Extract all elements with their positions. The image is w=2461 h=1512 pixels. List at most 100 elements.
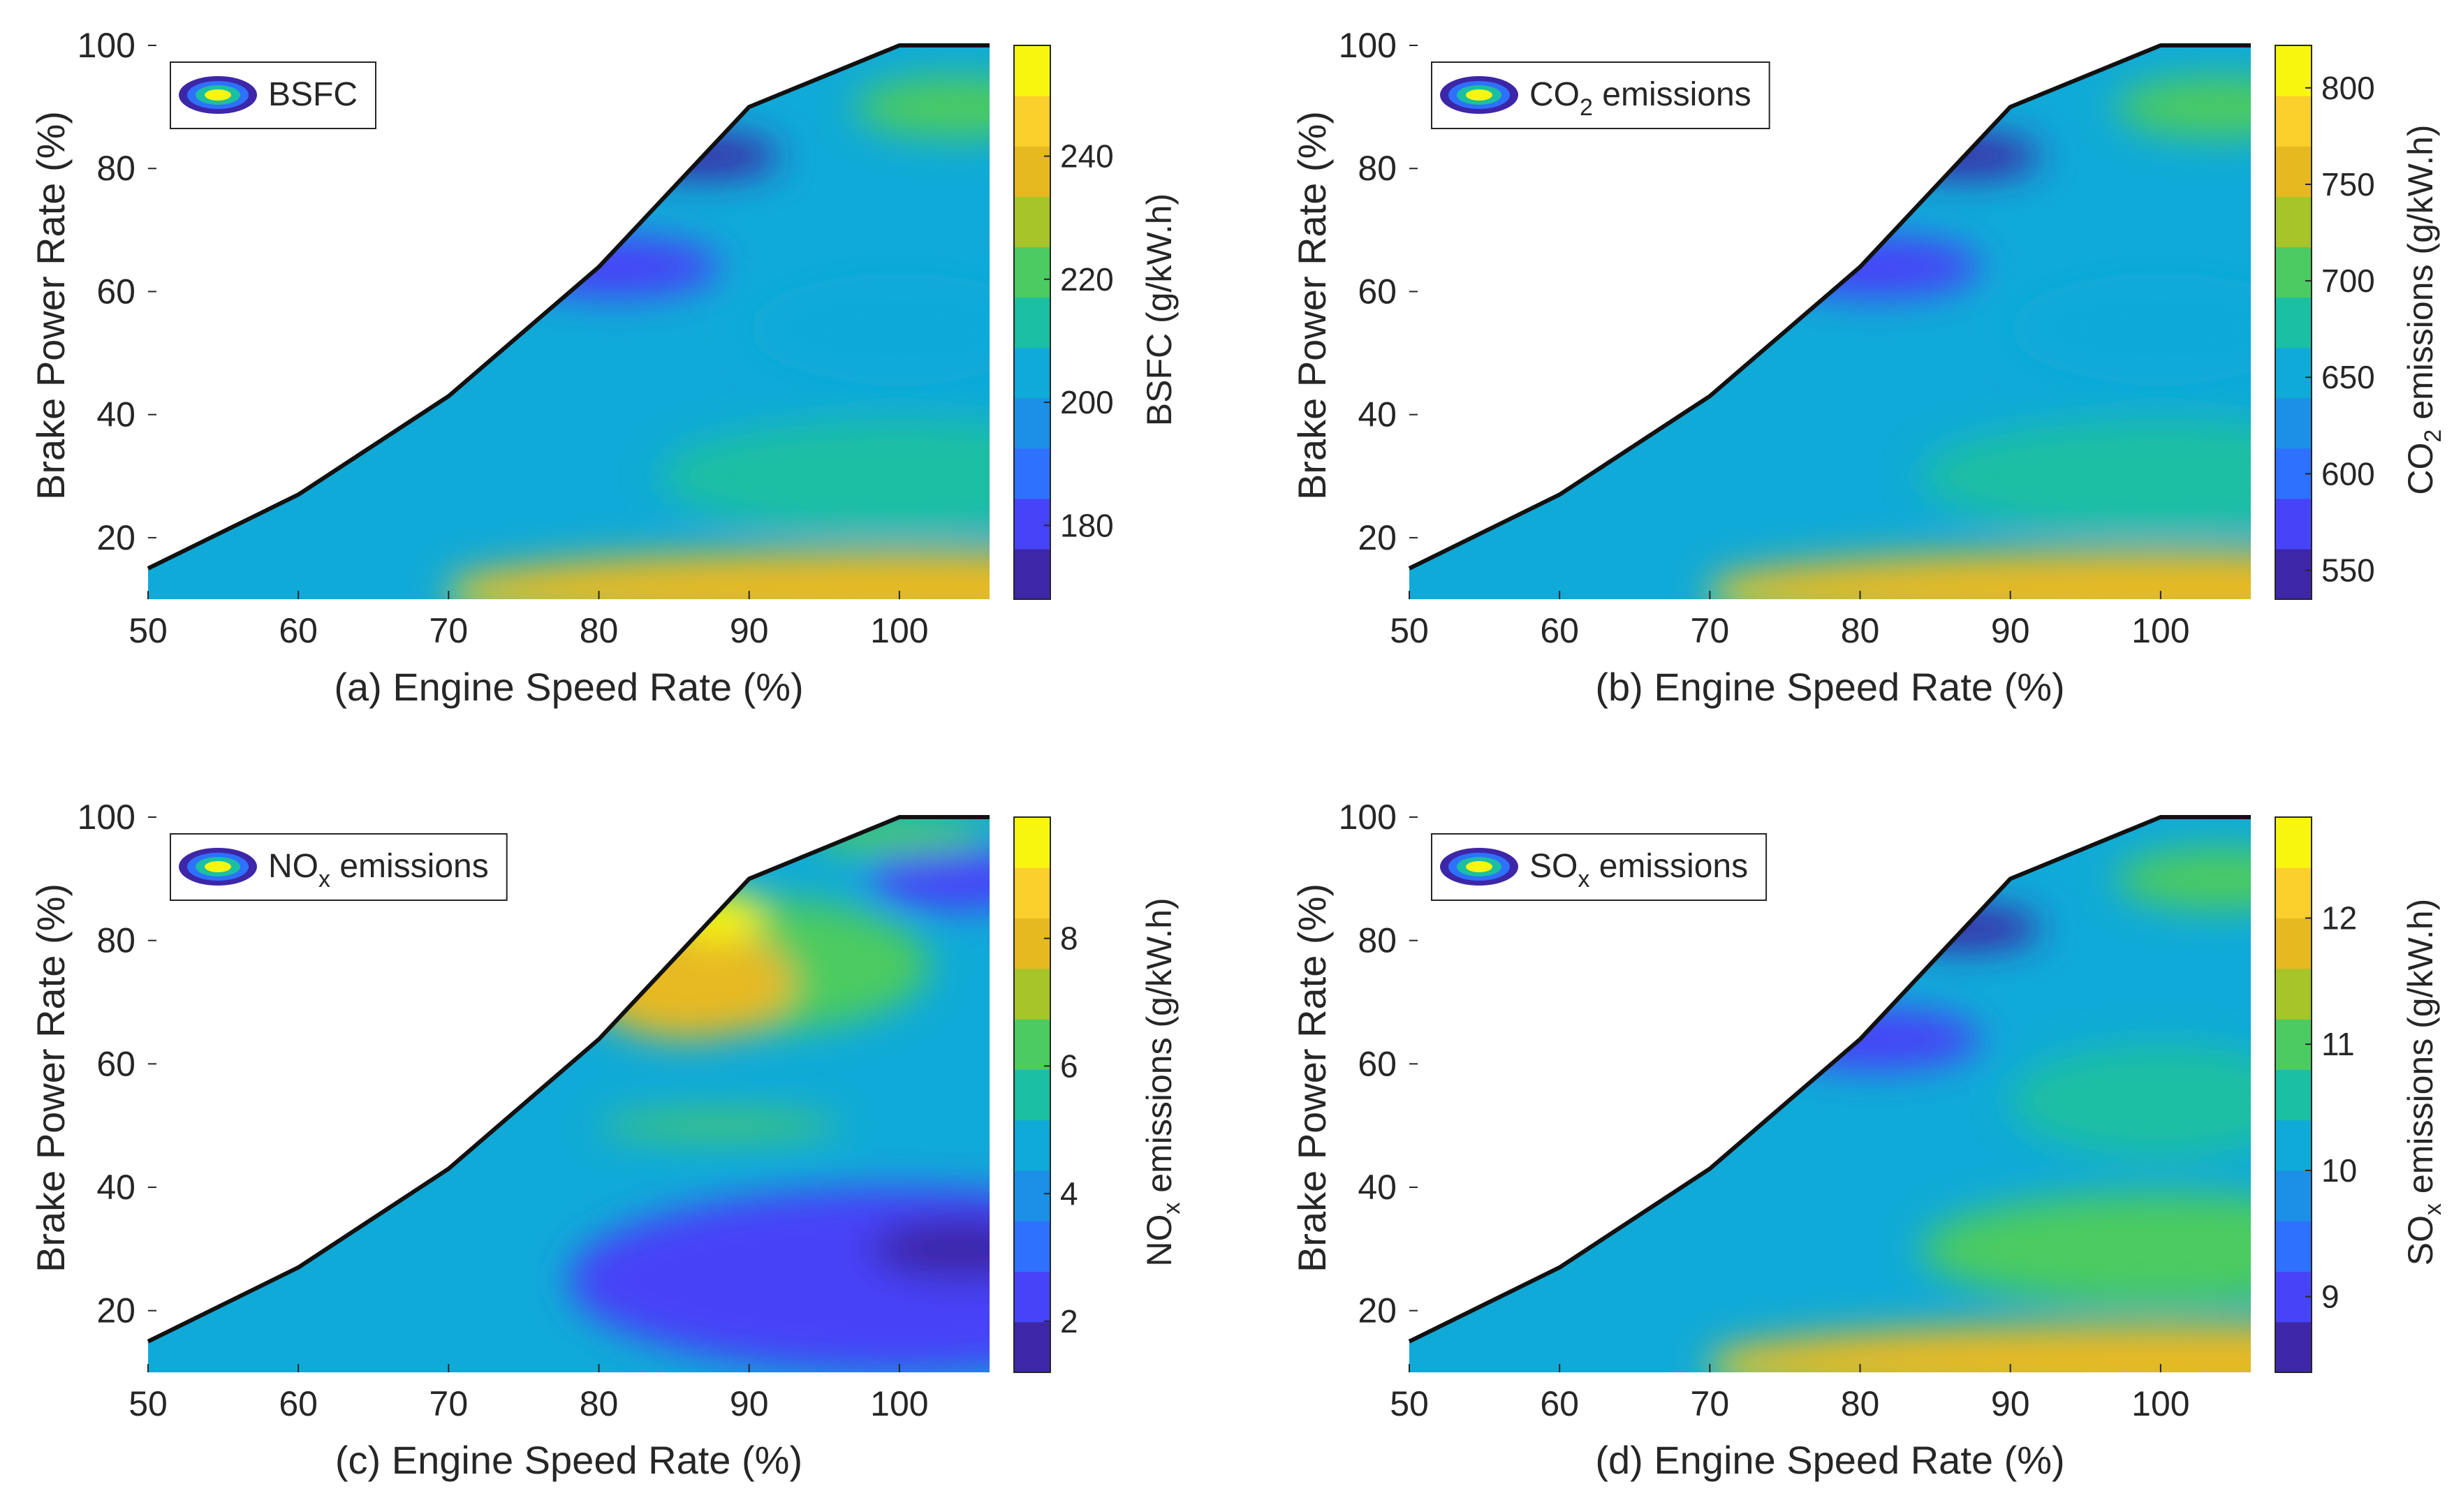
colorbar-frame <box>2275 816 2312 1373</box>
colorbar-tick-label: 4 <box>1060 1175 1078 1212</box>
colorbar-segment <box>2275 498 2312 550</box>
legend-icon-ring <box>1466 89 1492 101</box>
colorbar-segment <box>1014 397 1050 449</box>
y-axis-title: Brake Power Rate (%) <box>1290 111 1334 500</box>
colorbar-segment <box>1014 1170 1050 1221</box>
x-tick-label: 70 <box>429 611 469 650</box>
axis-ticks: 50 60 70 80 90 100 20 40 60 80 100 <box>78 26 929 650</box>
y-tick-label: 40 <box>96 1168 135 1207</box>
colorbar-tick-label: 800 <box>2321 70 2375 106</box>
colorbar-segment <box>2275 867 2312 919</box>
x-tick-label: 90 <box>730 611 769 650</box>
colorbar-segment <box>1014 1019 1050 1070</box>
x-tick-label: 60 <box>1540 611 1579 650</box>
y-tick-label: 100 <box>1339 26 1397 65</box>
contour-legend-icon <box>179 76 257 114</box>
contour-region-2 <box>448 550 990 599</box>
x-tick-label: 60 <box>1540 1384 1579 1423</box>
x-tick-label: 100 <box>870 1384 928 1423</box>
y-tick-label: 40 <box>1358 1168 1397 1207</box>
y-tick-label: 20 <box>1358 518 1397 557</box>
y-tick-label: 40 <box>1358 395 1397 434</box>
contour-region-5 <box>2010 273 2251 384</box>
y-axis-title: Brake Power Rate (%) <box>29 111 73 500</box>
colorbar: 550 600 650 700 750 800 <box>2275 45 2375 600</box>
colorbar-segment <box>1014 196 1050 247</box>
colorbar-segment <box>2275 347 2312 399</box>
colorbar-title: NOx emissions (g/kW.h) <box>1140 897 1185 1266</box>
y-tick-label: 60 <box>1358 272 1397 311</box>
colorbar-tick-label: 650 <box>2321 359 2375 395</box>
contour-legend-icon <box>1440 76 1518 114</box>
axis-ticks: 50 60 70 80 90 100 20 40 60 80 100 <box>1339 798 2190 1423</box>
x-tick-label: 90 <box>1991 611 2030 650</box>
boundary-line <box>147 43 990 571</box>
colorbar-segment <box>2275 1120 2312 1171</box>
y-tick-label: 40 <box>96 395 135 434</box>
colorbar-segment <box>1014 1069 1050 1121</box>
colorbar-tick-label: 220 <box>1060 261 1114 298</box>
legend: NOx emissions <box>170 833 508 901</box>
colorbar-segment <box>2275 1170 2312 1221</box>
colorbar-tick-label: 550 <box>2321 552 2375 589</box>
colorbar-tick-label: 700 <box>2321 263 2375 299</box>
colorbar-segment <box>2275 96 2312 147</box>
y-tick-label: 80 <box>1358 149 1397 188</box>
colorbar-tick-label: 2 <box>1060 1303 1078 1339</box>
colorbar-segment <box>1014 968 1050 1020</box>
contour-region-4 <box>1920 420 2251 532</box>
colorbar-tick-label: 240 <box>1060 138 1114 175</box>
contour-region-7 <box>508 236 719 298</box>
contour-region-4 <box>659 420 990 532</box>
colorbar-segment <box>2275 548 2312 600</box>
colorbar-frame <box>1013 816 1051 1373</box>
colorbar-segment <box>1014 1120 1050 1171</box>
colorbar-tick-label: 180 <box>1060 507 1114 543</box>
colorbar-segment <box>1014 918 1050 969</box>
x-tick-label: 50 <box>128 1384 168 1423</box>
colorbar-segment <box>1014 448 1050 499</box>
colorbar: 180 200 220 240 <box>1013 45 1114 600</box>
colorbar-tick-label: 200 <box>1060 384 1114 420</box>
contour-region-4 <box>598 1113 839 1138</box>
x-axis-title: (a) Engine Speed Rate (%) <box>334 665 803 709</box>
contour-region-3 <box>869 848 990 910</box>
colorbar: 2 4 6 8 <box>1013 816 1078 1373</box>
contour-region-6 <box>854 76 990 138</box>
x-tick-label: 50 <box>1390 611 1429 650</box>
colorbar-segment <box>2275 1321 2312 1373</box>
colorbar-tick-label: 9 <box>2321 1279 2339 1315</box>
colorbar-segment <box>2275 146 2312 197</box>
legend: BSFC <box>170 61 377 129</box>
x-tick-label: 100 <box>870 611 928 650</box>
axis-ticks: 50 60 70 80 90 100 20 40 60 80 100 <box>1339 26 2190 650</box>
colorbar-tick-label: 6 <box>1060 1048 1078 1084</box>
x-tick-label: 60 <box>279 611 318 650</box>
colorbar-title: BSFC (g/kW.h) <box>1140 193 1179 426</box>
x-tick-label: 80 <box>580 1384 619 1423</box>
colorbar-segment <box>1014 45 1050 96</box>
y-tick-label: 60 <box>96 1044 135 1083</box>
y-tick-label: 20 <box>96 518 135 557</box>
colorbar-segment <box>1014 498 1050 550</box>
colorbar-tick-label: 11 <box>2321 1026 2355 1062</box>
x-tick-label: 90 <box>1991 1384 2030 1423</box>
colorbar-segment <box>2275 196 2312 247</box>
y-axis-title: Brake Power Rate (%) <box>1290 883 1334 1272</box>
contour-region-7 <box>674 891 765 941</box>
colorbar-segment <box>2275 817 2312 868</box>
colorbar-segment <box>1014 297 1050 348</box>
contour-region-1 <box>568 1187 990 1372</box>
x-axis-title: (c) Engine Speed Rate (%) <box>335 1438 802 1482</box>
colorbar-segment <box>2275 1069 2312 1121</box>
x-tick-label: 70 <box>1691 611 1730 650</box>
boundary-line <box>147 815 990 1344</box>
y-tick-label: 20 <box>96 1291 135 1330</box>
colorbar-tick-label: 600 <box>2321 455 2375 492</box>
x-axis-title: (b) Engine Speed Rate (%) <box>1595 665 2064 709</box>
legend-label: BSFC <box>268 76 358 113</box>
colorbar-tick-label: 750 <box>2321 166 2375 203</box>
colorbar: 9 10 11 12 <box>2275 816 2357 1373</box>
colorbar-segment <box>2275 968 2312 1020</box>
